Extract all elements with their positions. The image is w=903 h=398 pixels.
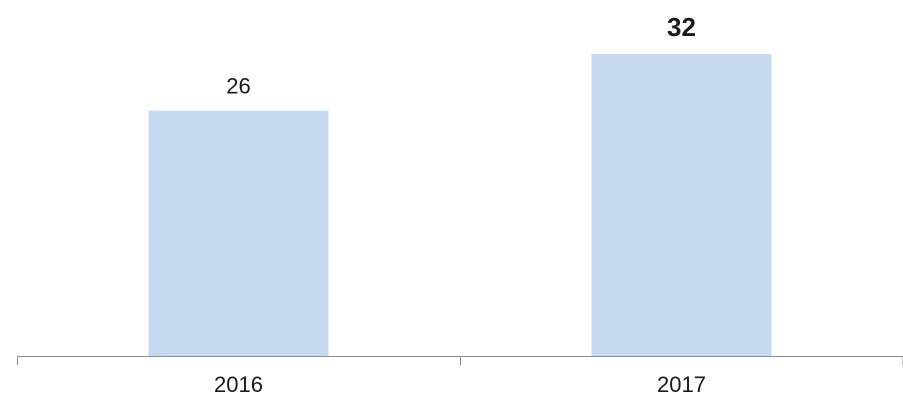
bars-layer [148, 54, 772, 356]
x-tick-label-2016: 2016 [214, 372, 263, 397]
data-labels-layer: 26 32 [226, 12, 696, 99]
data-label-2017: 32 [667, 12, 696, 42]
x-tick-label-2017: 2017 [657, 372, 706, 397]
data-label-2016: 26 [226, 74, 250, 99]
bar-2016 [148, 110, 329, 356]
bar-2017 [591, 54, 772, 356]
x-axis: 2016 2017 [17, 356, 903, 397]
